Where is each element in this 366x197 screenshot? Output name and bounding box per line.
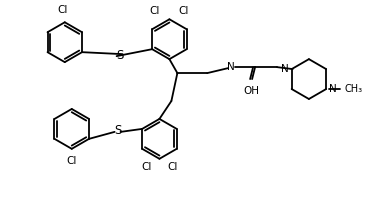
Text: Cl: Cl xyxy=(149,6,160,16)
Text: Cl: Cl xyxy=(167,162,178,172)
Text: Cl: Cl xyxy=(57,5,68,15)
Text: CH₃: CH₃ xyxy=(344,84,362,94)
Text: Cl: Cl xyxy=(141,162,152,172)
Text: S: S xyxy=(116,49,123,62)
Text: N: N xyxy=(281,64,289,74)
Text: N: N xyxy=(227,62,235,72)
Text: S: S xyxy=(114,124,121,137)
Text: OH: OH xyxy=(243,86,259,96)
Text: N: N xyxy=(329,84,337,94)
Text: Cl: Cl xyxy=(178,6,188,16)
Text: Cl: Cl xyxy=(67,156,77,166)
